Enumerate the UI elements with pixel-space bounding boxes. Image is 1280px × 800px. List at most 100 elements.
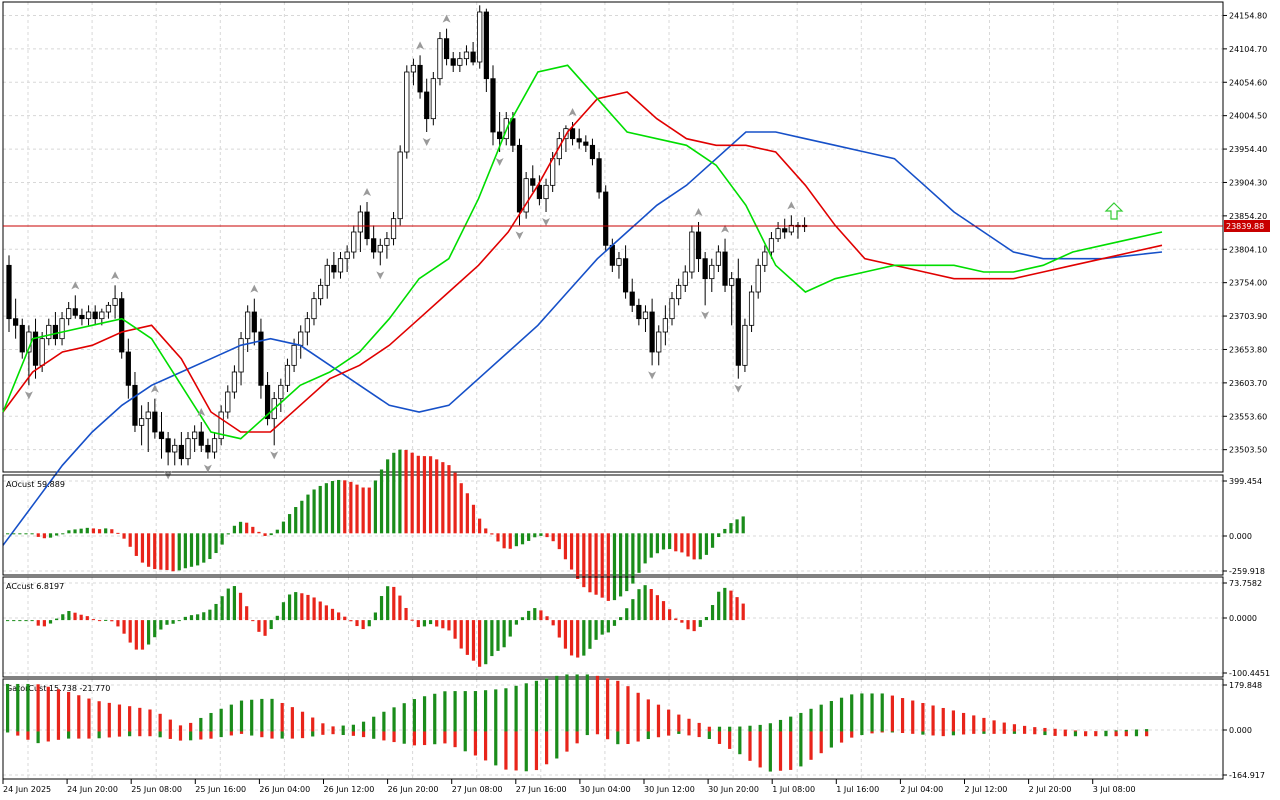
candle-body [158, 431, 165, 440]
candle-body [211, 438, 218, 453]
candle-body [715, 251, 722, 266]
ac-bars-bar [349, 620, 353, 622]
ac-bars-bar [569, 620, 574, 656]
gator-upper-bar [392, 707, 396, 732]
ao-bars-bar [686, 533, 690, 557]
candle-body [291, 344, 297, 366]
candle-body [298, 331, 304, 346]
ao-bars-bar [484, 528, 488, 534]
gator-upper-bar [158, 713, 162, 732]
gator-lower-bar [1023, 731, 1027, 734]
gator-upper-bar [473, 691, 478, 732]
gator-lower-bar [422, 731, 427, 746]
gator-upper-bar [504, 688, 508, 732]
gator-lower-bar [1124, 731, 1128, 737]
current-price-label: 23839.88 [1226, 222, 1264, 231]
time-tick-label: 1 Jul 08:00 [772, 785, 815, 794]
gator-upper-bar [1023, 725, 1027, 732]
gator-lower-bar [270, 731, 274, 739]
ao-bars-bar [91, 528, 96, 534]
candle-body [258, 331, 264, 386]
price-panel[interactable] [2, 0, 1224, 546]
time-tick-label: 24 Jun 20:00 [67, 785, 118, 794]
ao-bars-bar [202, 533, 206, 563]
gator-upper-bar [1033, 727, 1037, 732]
gator-lower-bar [26, 731, 30, 740]
gator-panel[interactable]: GatorCust 15.738 -21.770 [2, 674, 1224, 780]
gator-lower-bar [341, 731, 345, 736]
ac-panel[interactable]: ACcust 6.8197 [2, 576, 1224, 678]
gator-upper-bar [606, 678, 610, 732]
ac-bars-bar [226, 588, 230, 621]
ao-bars-bar [300, 500, 304, 534]
ao-bars-bar [61, 533, 65, 535]
gator-lower-bar [372, 731, 376, 739]
candle-body [13, 318, 19, 326]
candle-body [79, 314, 85, 320]
ac-bars-bar [220, 596, 224, 621]
ao-panel[interactable]: AOcust 59.889 [2, 449, 1224, 601]
ac-bars-bar [465, 620, 469, 655]
ac-bars-bar [110, 620, 114, 622]
ac-bars-bar [471, 620, 476, 661]
price-tick-label: 23854.20 [1229, 212, 1267, 221]
gator-upper-bar [402, 703, 406, 732]
gator-lower-bar [1043, 731, 1047, 736]
candle-body [775, 228, 781, 240]
gator-lower-bar [158, 731, 162, 738]
gator-lower-bar [748, 731, 752, 761]
gator-upper-bar [1114, 730, 1118, 732]
gator-upper-bar [67, 691, 71, 732]
candle-body [536, 184, 543, 200]
ao-bars-bar [116, 532, 120, 534]
gator-lower-bar [809, 731, 813, 760]
candle-body [722, 251, 728, 286]
gator-upper-bar [219, 708, 223, 732]
ao-bars-bar [520, 533, 525, 545]
candle-body [589, 144, 596, 160]
gator-lower-bar [860, 731, 864, 736]
time-tick-label: 2 Jul 12:00 [965, 785, 1008, 794]
gator-upper-bar [270, 698, 274, 732]
ac-bars-bar [404, 607, 408, 621]
ac-bars-bar [373, 612, 377, 621]
ao-bars-bar [741, 516, 745, 534]
gator-lower-bar [1053, 731, 1057, 736]
ao-bars-bar [502, 533, 506, 549]
candle-body [185, 438, 191, 460]
ao-bars-bar [146, 533, 151, 567]
price-axis: 24154.80 24104.70 24054.60 24004.50 23954.40… [1223, 11, 1267, 455]
ao-bars-bar [251, 526, 255, 534]
candle-body [377, 244, 383, 253]
gator-upper-bar [585, 674, 589, 732]
ao-bars-bar [490, 533, 494, 535]
gator-upper-bar [941, 707, 945, 732]
candle-body [583, 141, 589, 146]
ac-bars-bar [208, 609, 212, 621]
gator-upper-bar [483, 690, 488, 732]
gator-lower-bar [189, 731, 193, 741]
ac-bars-bar [619, 617, 623, 621]
gator-upper-bar [534, 680, 539, 732]
ao-bars-bar [416, 455, 420, 534]
ac-bars-bar [263, 620, 267, 636]
ac-bars-bar [36, 620, 40, 626]
gator-lower-bar [392, 731, 396, 743]
gator-lower-bar [453, 731, 457, 748]
ao-bars-bar [655, 533, 659, 554]
candle-body [642, 311, 649, 320]
candle-body [390, 218, 397, 240]
gator-upper-bar [168, 719, 172, 732]
oscillator-axes: 399.454 0.000 -259.918 73.7582 0.0000 -100.44… [1223, 477, 1270, 780]
time-tick-label: 30 Jun 12:00 [644, 785, 695, 794]
candle-body [6, 264, 12, 320]
price-tick-label: 24004.50 [1229, 112, 1267, 121]
ac-bars-bar [257, 620, 261, 632]
ac-bars-bar [318, 601, 322, 621]
ao-histogram [6, 449, 745, 601]
gator-lower-bar [697, 731, 701, 738]
candle-body [178, 444, 184, 460]
fractal-up [111, 271, 120, 280]
gator-upper-bar [16, 683, 20, 732]
